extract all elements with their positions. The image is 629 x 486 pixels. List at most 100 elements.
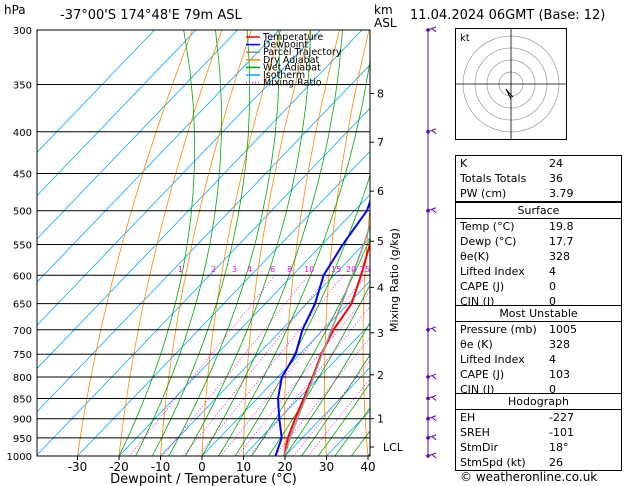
surface-row: θe(K) 328 bbox=[456, 249, 621, 264]
most-unstable-label: CIN (J) bbox=[460, 383, 495, 396]
x-tick-label: 0 bbox=[198, 460, 206, 474]
mixing-ratio-label: 10 bbox=[304, 265, 314, 274]
hodograph-panel: kt bbox=[455, 28, 567, 140]
hodograph-value: -101 bbox=[549, 426, 574, 439]
hodograph-value: 26 bbox=[549, 456, 563, 469]
x-tick-label: 20 bbox=[277, 460, 292, 474]
mixing-ratio-axis-label: Mixing Ratio (g/kg) bbox=[388, 228, 401, 332]
index-value: 3.79 bbox=[549, 187, 574, 200]
mixing-ratio-line bbox=[307, 378, 370, 456]
isotherm-line bbox=[77, 150, 370, 456]
hodograph-value: -227 bbox=[549, 411, 574, 424]
pressure-tick-label: 750 bbox=[13, 350, 32, 361]
mixing-ratio-label: 20 bbox=[346, 265, 356, 274]
most-unstable-label: CAPE (J) bbox=[460, 368, 505, 381]
legend-item-label: Isotherm bbox=[263, 70, 305, 81]
isotherm-line bbox=[37, 30, 238, 240]
index-label: Totals Totals bbox=[460, 172, 527, 185]
km-tick-label: LCL bbox=[383, 441, 404, 454]
hodograph-box: Hodograph EH -227 SREH -101 StmDir 18° StmSpd … bbox=[455, 393, 622, 471]
datetime-title: 11.04.2024 06GMT (Base: 12) bbox=[410, 8, 606, 23]
pressure-tick-label: 950 bbox=[13, 434, 32, 445]
hodograph-row: StmDir 18° bbox=[456, 440, 621, 455]
location-title: -37°00'S 174°48'E 79m ASL bbox=[60, 8, 242, 23]
wind-barb bbox=[426, 415, 437, 422]
mixing-ratio-label: 8 bbox=[287, 265, 292, 274]
index-value: 36 bbox=[549, 172, 563, 185]
surface-row: CAPE (J) 0 bbox=[456, 279, 621, 294]
surface-value: 0 bbox=[549, 280, 556, 293]
wind-barb bbox=[426, 373, 437, 380]
pressure-tick-label: 1000 bbox=[7, 452, 32, 463]
km-tick-label: 5 bbox=[377, 235, 384, 248]
wind-barb bbox=[426, 395, 437, 401]
hpa-label: hPa bbox=[4, 3, 26, 17]
surface-row: Temp (°C) 19.8 bbox=[456, 219, 621, 234]
plot-area bbox=[37, 30, 370, 456]
hodograph-row: SREH -101 bbox=[456, 425, 621, 440]
most-unstable-value: 328 bbox=[549, 338, 570, 351]
wind-barb bbox=[426, 128, 437, 135]
mixing-ratio-label: 6 bbox=[270, 265, 275, 274]
surface-title: Surface bbox=[456, 203, 621, 219]
surface-label: Temp (°C) bbox=[460, 220, 515, 233]
plot-frame bbox=[36, 29, 371, 457]
surface-label: Lifted Index bbox=[460, 265, 525, 278]
wet-adiabat-line bbox=[218, 57, 370, 456]
pressure-tick-label: 550 bbox=[13, 240, 32, 251]
mixing-ratio-label: 1 bbox=[178, 265, 183, 274]
legend-item-label: Mixing Ratio bbox=[263, 78, 322, 89]
km-tick-label: 1 bbox=[377, 413, 384, 426]
most-unstable-value: 0 bbox=[549, 383, 556, 396]
mixing-ratio-label: 4 bbox=[247, 265, 252, 274]
index-label: K bbox=[460, 157, 468, 170]
hodograph-label: StmDir bbox=[460, 441, 499, 454]
series-temperature bbox=[283, 238, 370, 456]
hodograph-label: StmSpd (kt) bbox=[460, 456, 526, 469]
hodograph-value: 18° bbox=[549, 441, 569, 454]
mixing-ratio-label: 3 bbox=[232, 265, 237, 274]
wind-barb bbox=[426, 207, 437, 214]
most-unstable-row: CIN (J) 0 bbox=[456, 382, 621, 397]
isotherm-line bbox=[37, 30, 197, 197]
credit-text: © weatheronline.co.uk bbox=[460, 470, 598, 484]
surface-row: Lifted Index 4 bbox=[456, 264, 621, 279]
index-row: K 24 bbox=[456, 156, 621, 171]
pressure-tick-label: 450 bbox=[13, 169, 32, 180]
x-axis-label: Dewpoint / Temperature (°C) bbox=[110, 472, 297, 486]
wet-adiabat-line bbox=[317, 382, 370, 456]
most-unstable-label: θe (K) bbox=[460, 338, 493, 351]
hodograph-row: EH -227 bbox=[456, 410, 621, 425]
mixing-ratio-line bbox=[129, 275, 276, 456]
wind-barb bbox=[426, 452, 437, 459]
most-unstable-value: 1005 bbox=[549, 323, 577, 336]
wet-adiabat-line bbox=[201, 30, 343, 456]
pressure-tick-label: 500 bbox=[13, 207, 32, 218]
hodograph-label: SREH bbox=[460, 426, 490, 439]
pressure-tick-label: 350 bbox=[13, 81, 32, 92]
pressure-tick-label: 700 bbox=[13, 326, 32, 337]
index-row: Totals Totals 36 bbox=[456, 171, 621, 186]
surface-value: 17.7 bbox=[549, 235, 574, 248]
isotherm-line bbox=[243, 323, 370, 456]
isotherm-line bbox=[37, 30, 321, 326]
wet-adiabat-line bbox=[284, 321, 370, 456]
most-unstable-row: Pressure (mb) 1005 bbox=[456, 322, 621, 337]
most-unstable-row: Lifted Index 4 bbox=[456, 352, 621, 367]
x-tick-label: -20 bbox=[109, 460, 129, 474]
pressure-tick-label: 800 bbox=[13, 373, 32, 384]
x-tick-label: 40 bbox=[360, 460, 375, 474]
wet-adiabat-line bbox=[334, 407, 370, 456]
km-tick-label: 3 bbox=[377, 327, 384, 340]
pressure-tick-label: 300 bbox=[13, 26, 32, 37]
wet-adiabat-line bbox=[135, 30, 222, 456]
x-tick-label: -10 bbox=[151, 460, 171, 474]
most-unstable-label: Pressure (mb) bbox=[460, 323, 537, 336]
km-tick-label: 4 bbox=[377, 281, 384, 294]
km-tick-label: 6 bbox=[377, 185, 384, 198]
km-label: km bbox=[374, 3, 393, 17]
surface-value: 328 bbox=[549, 250, 570, 263]
legend-item-label: Parcel Trajectory bbox=[263, 47, 342, 58]
mixing-ratio-line bbox=[249, 305, 370, 456]
hodograph-trace bbox=[505, 88, 514, 100]
